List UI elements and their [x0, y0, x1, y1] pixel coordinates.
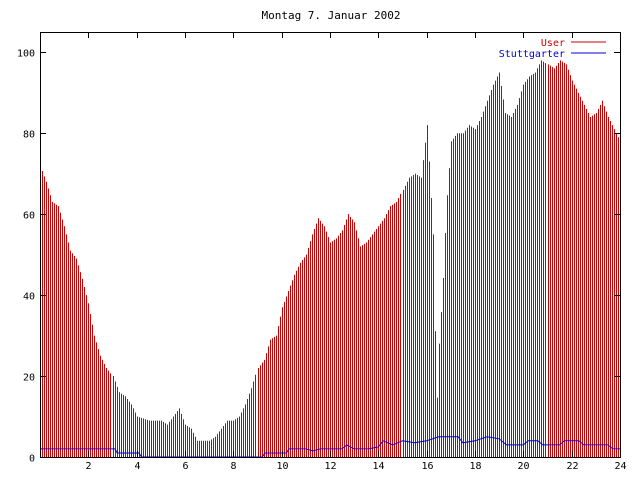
legend: User Stuttgarter [499, 38, 606, 60]
x-tick-label: 6 [182, 461, 188, 472]
legend-label-stuttgarter: Stuttgarter [499, 49, 565, 60]
chart-title: Montag 7. Januar 2002 [261, 9, 400, 22]
x-tick-label: 24 [614, 461, 626, 472]
y-tick-label: 60 [23, 211, 35, 222]
legend-entry-user: User [541, 38, 606, 49]
x-tick-label: 10 [276, 461, 288, 472]
x-tick-label: 18 [469, 461, 481, 472]
series-stuttgarter-line [40, 436, 620, 458]
legend-label-user: User [541, 38, 565, 49]
x-tick-label: 16 [421, 461, 433, 472]
x-tick-label: 12 [324, 461, 336, 472]
series-user [40, 60, 621, 457]
x-tick-label: 2 [85, 461, 91, 472]
x-tick-label: 20 [517, 461, 529, 472]
x-tick-label: 22 [566, 461, 578, 472]
y-tick-label: 0 [29, 454, 35, 465]
y-tick-label: 40 [23, 292, 35, 303]
y-tick-label: 20 [23, 373, 35, 384]
legend-entry-stuttgarter: Stuttgarter [499, 49, 606, 60]
x-tick-label: 4 [134, 461, 140, 472]
y-tick-label: 100 [17, 49, 35, 60]
y-tick-label: 80 [23, 130, 35, 141]
plot-area [40, 60, 621, 458]
x-tick-label: 14 [372, 461, 384, 472]
x-tick-label: 8 [230, 461, 236, 472]
